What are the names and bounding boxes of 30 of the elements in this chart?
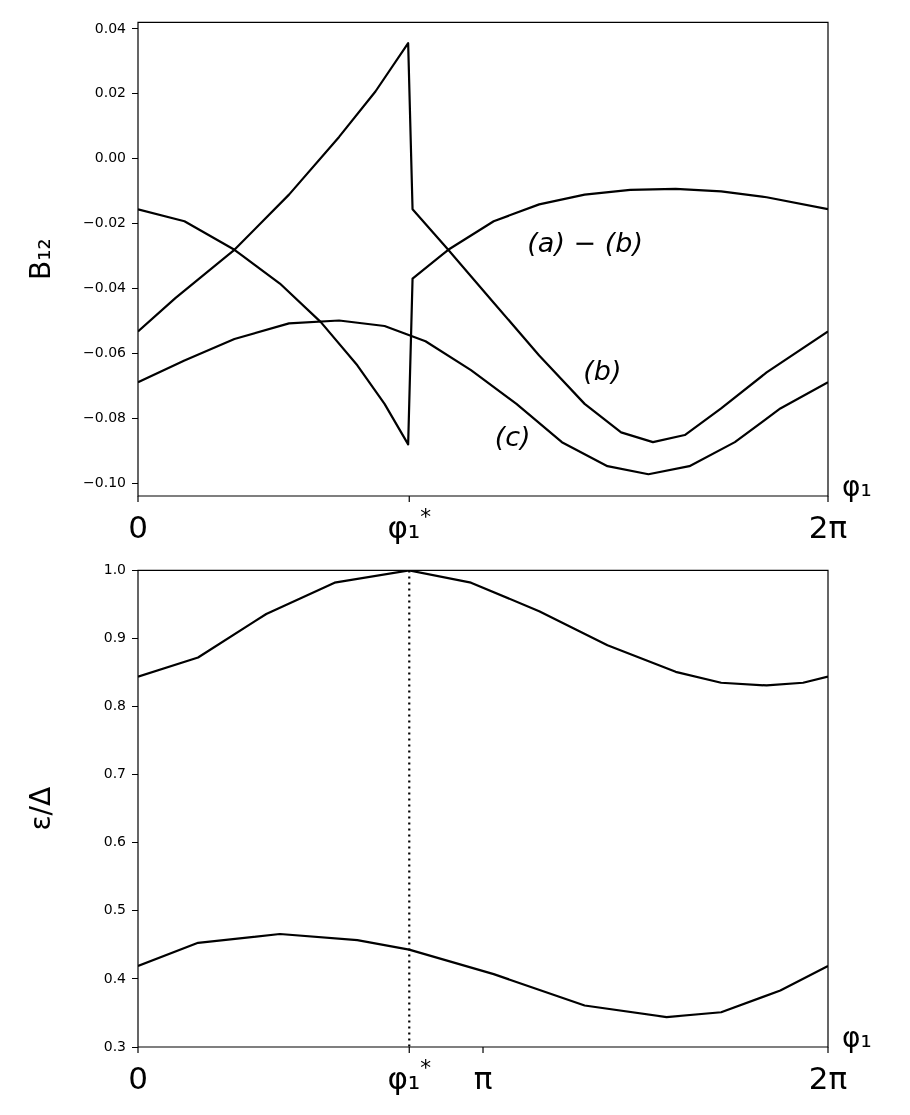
y-tick-label: 0.5 [103, 901, 126, 918]
y-tick-label: 0.04 [94, 19, 127, 36]
x-tick-label: φ₁* [387, 1055, 432, 1096]
y-tick-label: −0.04 [83, 279, 127, 296]
series-label: (c) [494, 420, 531, 452]
x-axis-title: φ₁ [842, 1021, 872, 1054]
y-tick-label: −0.10 [83, 473, 126, 490]
y-axis-title: B₁₂ [24, 238, 57, 281]
x-tick-label: 0 [128, 509, 148, 545]
y-tick-label: −0.02 [83, 214, 126, 231]
x-tick-label: 2π [808, 509, 848, 545]
series-label: (b) [583, 354, 622, 386]
series-label: (a) − (b) [527, 226, 643, 258]
x-tick-label: φ₁* [387, 504, 432, 545]
y-tick-label: 0.6 [103, 833, 127, 850]
y-tick-label: 1.0 [103, 561, 126, 578]
y-tick-label: 0.02 [94, 84, 126, 101]
y-tick-label: −0.06 [83, 343, 127, 360]
y-tick-label: 0.00 [94, 149, 126, 166]
y-tick-label: 0.3 [103, 1037, 126, 1054]
y-tick-label: −0.08 [83, 408, 126, 425]
y-tick-label: 0.7 [103, 765, 126, 782]
x-tick-label: π [473, 1060, 493, 1096]
y-tick-label: 0.4 [103, 969, 127, 986]
y-tick-label: 0.9 [103, 629, 126, 646]
x-tick-label: 0 [128, 1060, 148, 1096]
x-tick-label: 2π [808, 1060, 848, 1096]
y-axis-title: ε/Δ [24, 786, 57, 831]
y-tick-label: 0.8 [103, 697, 126, 714]
x-axis-title: φ₁ [842, 470, 872, 503]
